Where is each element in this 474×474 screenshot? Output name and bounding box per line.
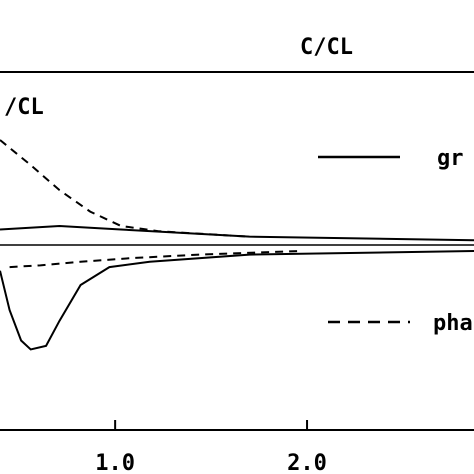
- y-axis-label: /CL: [4, 95, 44, 120]
- chart-title: C/CL: [300, 35, 353, 60]
- series-line: [0, 139, 250, 238]
- x-tick-label: 2.0: [287, 451, 327, 474]
- series-line: [0, 224, 474, 242]
- series-line: [0, 250, 474, 351]
- legend-label: pha: [433, 311, 473, 336]
- legend-label: gr: [437, 146, 464, 171]
- series-line: [9, 250, 300, 269]
- x-tick-label: 1.0: [95, 451, 135, 474]
